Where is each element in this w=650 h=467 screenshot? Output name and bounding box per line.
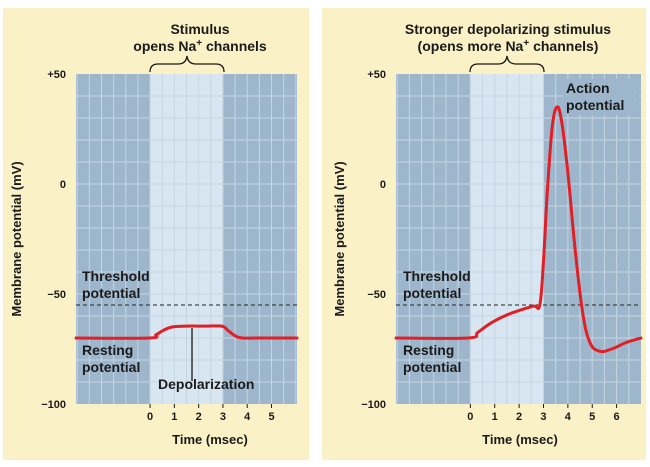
right-x-tick-label: 4 xyxy=(565,411,572,423)
left-x-tick-label: 1 xyxy=(171,411,177,423)
left-membrane-potential-trace xyxy=(74,324,299,340)
right-title-superscript: + xyxy=(523,38,529,49)
left-x-tick-label: 5 xyxy=(268,411,274,423)
left-y-tick-label: +50 xyxy=(47,69,66,81)
right-action-label-line2: potential xyxy=(566,97,624,113)
right-stimulus-brace xyxy=(469,55,545,73)
left-x-ticks: 0 1 2 3 4 5 xyxy=(147,404,275,423)
right-x-axis-label: Time (msec) xyxy=(482,432,558,447)
left-resting-label-line2: potential xyxy=(82,359,140,375)
right-resting-label-line2: potential xyxy=(403,359,461,375)
left-y-ticks: +50 0 −50 −100 xyxy=(41,69,66,411)
left-panel: Stimulus opens Na+ channels Membrane pot… xyxy=(3,8,309,460)
right-y-tick-label: +50 xyxy=(367,69,386,81)
left-x-tick-label: 3 xyxy=(220,411,226,423)
left-title-line1: Stimulus xyxy=(170,21,229,37)
left-y-tick-label: 0 xyxy=(60,179,66,191)
right-resting-label-line1: Resting xyxy=(403,342,454,358)
right-membrane-potential-trace xyxy=(394,105,643,354)
right-x-tick-label: 1 xyxy=(492,411,498,423)
right-x-tick-label: 0 xyxy=(467,411,473,423)
left-plot-area xyxy=(74,74,299,404)
right-threshold-label-line1: Threshold xyxy=(403,268,471,284)
left-y-tick-label: −100 xyxy=(41,399,66,411)
left-title-superscript: + xyxy=(196,38,202,49)
left-threshold-label-line1: Threshold xyxy=(82,268,150,284)
right-title-line2: (opens more Na+ channels) xyxy=(418,38,599,54)
right-y-tick-label: 0 xyxy=(380,179,386,191)
right-x-ticks: 0 1 2 3 4 5 6 xyxy=(467,404,620,423)
left-depolarization-label: Depolarization xyxy=(158,376,254,392)
right-y-tick-label: −50 xyxy=(367,289,386,301)
right-threshold-label-line2: potential xyxy=(403,285,461,301)
right-x-tick-label: 3 xyxy=(540,411,546,423)
left-stimulus-brace xyxy=(149,55,225,73)
right-title-line1: Stronger depolarizing stimulus xyxy=(405,21,611,37)
right-y-axis-label: Membrane potential (mV) xyxy=(332,161,347,316)
right-plot-area xyxy=(394,74,643,404)
left-x-tick-label: 4 xyxy=(244,411,251,423)
right-panel: Stronger depolarizing stimulus (opens mo… xyxy=(322,8,646,460)
left-x-tick-label: 2 xyxy=(196,411,202,423)
left-x-tick-label: 0 xyxy=(147,411,153,423)
left-threshold-label-line2: potential xyxy=(82,285,140,301)
left-x-axis-label: Time (msec) xyxy=(172,432,248,447)
right-x-tick-label: 6 xyxy=(614,411,620,423)
right-y-tick-label: −100 xyxy=(361,399,386,411)
right-x-tick-label: 5 xyxy=(589,411,595,423)
action-label-backdrop xyxy=(563,79,639,115)
left-resting-label-line1: Resting xyxy=(82,342,133,358)
right-action-label-line1: Action xyxy=(566,80,610,96)
right-y-ticks: +50 0 −50 −100 xyxy=(361,69,386,411)
left-title-line2: opens Na+ channels xyxy=(133,38,267,54)
left-y-tick-label: −50 xyxy=(47,289,66,301)
left-y-axis-label: Membrane potential (mV) xyxy=(9,161,24,316)
right-x-tick-label: 2 xyxy=(516,411,522,423)
